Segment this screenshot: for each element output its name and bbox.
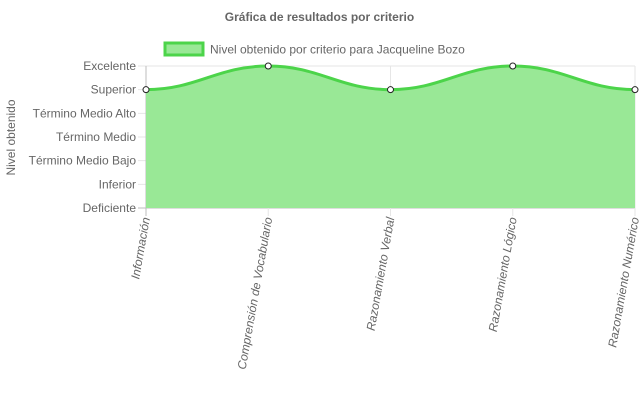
data-point[interactable]: [631, 86, 639, 94]
area-fill: [146, 66, 635, 208]
y-tick-label: Superior: [91, 83, 136, 97]
x-axis-ticks: Información Comprensión de Vocabulario Raz…: [128, 216, 639, 371]
x-tick-label: Razonamiento Lógico: [486, 216, 520, 333]
y-tick-label: Término Medio Bajo: [29, 154, 137, 168]
data-points[interactable]: [142, 62, 639, 94]
data-point[interactable]: [387, 86, 394, 94]
data-point[interactable]: [264, 62, 272, 70]
x-tick-label: Información: [128, 216, 153, 280]
data-point[interactable]: [142, 86, 150, 94]
legend[interactable]: Nivel obtenido por criterio para Jacquel…: [163, 41, 465, 57]
x-tick-label: Comprensión de Vocabulario: [235, 216, 276, 371]
y-axis-label: Nivel obtenido: [4, 99, 18, 175]
y-tick-label: Inferior: [99, 177, 136, 191]
y-tick-label: Término Medio Alto: [33, 106, 137, 120]
legend-label: Nivel obtenido por criterio para Jacquel…: [210, 43, 465, 57]
y-tick-label: Excelente: [83, 59, 136, 73]
data-point[interactable]: [509, 62, 517, 70]
legend-swatch: [163, 41, 205, 57]
x-tick-label: Razonamiento Verbal: [364, 216, 398, 332]
y-tick-label: Deficiente: [83, 201, 137, 215]
y-tick-label: Término Medio: [56, 130, 136, 144]
chart-title: Gráfica de resultados por criterio: [225, 10, 414, 24]
x-tick-label: Razonamiento Numérico: [605, 216, 639, 349]
y-axis-ticks: Deficiente Inferior Término Medio Bajo Térm…: [29, 59, 137, 215]
